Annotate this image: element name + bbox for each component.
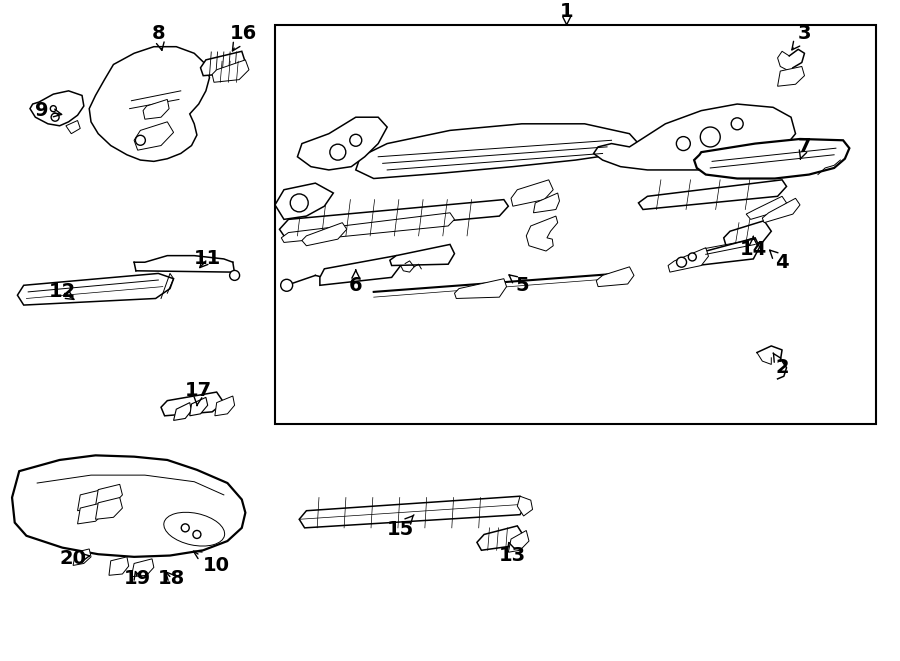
Circle shape	[135, 136, 146, 145]
Text: 1: 1	[560, 2, 573, 25]
Text: 16: 16	[230, 24, 257, 51]
Polygon shape	[95, 485, 122, 506]
Text: 8: 8	[151, 24, 165, 50]
Polygon shape	[356, 124, 638, 178]
Polygon shape	[526, 216, 558, 251]
Circle shape	[677, 257, 687, 267]
Polygon shape	[728, 238, 755, 258]
Ellipse shape	[164, 512, 225, 546]
Polygon shape	[724, 221, 771, 247]
Text: 9: 9	[35, 101, 61, 120]
Polygon shape	[778, 67, 805, 86]
Polygon shape	[12, 455, 246, 557]
Text: 13: 13	[500, 543, 526, 565]
Polygon shape	[201, 52, 246, 76]
Polygon shape	[215, 396, 235, 416]
Polygon shape	[746, 196, 787, 219]
Polygon shape	[30, 91, 84, 126]
Text: 20: 20	[59, 549, 90, 568]
Polygon shape	[668, 248, 708, 272]
Polygon shape	[131, 559, 154, 576]
Circle shape	[688, 253, 697, 261]
Polygon shape	[17, 274, 174, 305]
Polygon shape	[638, 180, 787, 210]
Polygon shape	[212, 60, 249, 82]
Text: 18: 18	[158, 569, 185, 588]
Polygon shape	[762, 198, 800, 223]
Polygon shape	[694, 139, 850, 178]
Polygon shape	[508, 531, 529, 552]
Circle shape	[350, 134, 362, 146]
Text: 3: 3	[792, 24, 811, 50]
Text: 11: 11	[194, 249, 221, 268]
Polygon shape	[302, 223, 346, 246]
Polygon shape	[77, 490, 104, 511]
Circle shape	[181, 524, 189, 532]
Text: 12: 12	[49, 282, 76, 301]
Circle shape	[291, 194, 308, 212]
Polygon shape	[73, 549, 91, 565]
Polygon shape	[390, 245, 454, 266]
Polygon shape	[594, 104, 796, 170]
Polygon shape	[109, 557, 129, 575]
Circle shape	[50, 106, 57, 112]
Polygon shape	[275, 183, 333, 219]
Text: 10: 10	[194, 551, 230, 575]
Text: 6: 6	[349, 270, 363, 295]
Circle shape	[51, 113, 59, 121]
Polygon shape	[66, 120, 80, 134]
Polygon shape	[89, 47, 210, 161]
Polygon shape	[477, 526, 524, 550]
Polygon shape	[518, 496, 533, 516]
Text: 19: 19	[124, 569, 151, 588]
Text: 17: 17	[185, 381, 212, 406]
Polygon shape	[597, 267, 634, 287]
Circle shape	[193, 531, 201, 539]
Polygon shape	[143, 99, 169, 119]
Polygon shape	[454, 279, 507, 299]
Polygon shape	[161, 392, 224, 416]
Polygon shape	[511, 180, 554, 206]
Circle shape	[700, 127, 720, 147]
Circle shape	[329, 144, 346, 160]
Polygon shape	[695, 238, 760, 266]
Polygon shape	[282, 213, 454, 243]
Polygon shape	[280, 200, 508, 236]
Text: 5: 5	[509, 275, 528, 295]
Text: 2: 2	[773, 353, 789, 377]
Polygon shape	[299, 496, 526, 528]
Text: 15: 15	[387, 515, 414, 539]
Polygon shape	[174, 403, 192, 420]
Circle shape	[731, 118, 743, 130]
Text: 7: 7	[797, 137, 811, 159]
Text: 4: 4	[770, 250, 789, 272]
Polygon shape	[297, 117, 387, 170]
Polygon shape	[77, 503, 104, 524]
Polygon shape	[190, 397, 208, 416]
Polygon shape	[95, 498, 122, 520]
Circle shape	[281, 280, 292, 292]
Circle shape	[230, 270, 239, 280]
Text: 14: 14	[740, 237, 767, 258]
Polygon shape	[320, 256, 400, 286]
Bar	[275, 25, 877, 424]
Circle shape	[677, 137, 690, 151]
Polygon shape	[534, 193, 560, 213]
Polygon shape	[134, 122, 174, 150]
